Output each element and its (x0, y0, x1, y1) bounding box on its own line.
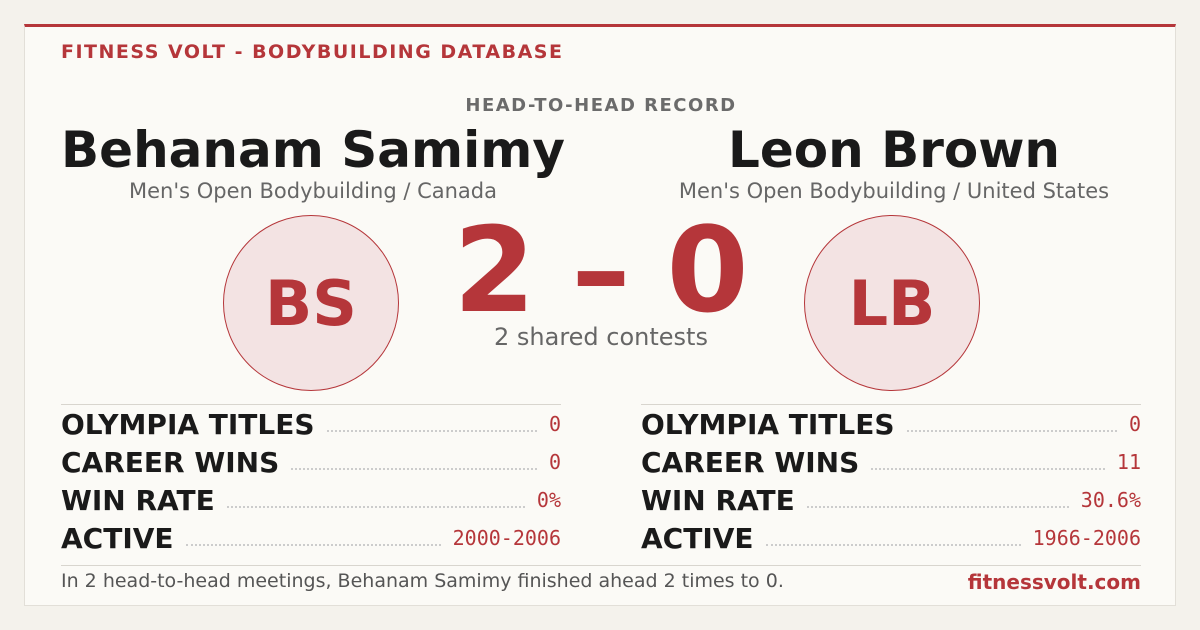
stat-label: CAREER WINS (641, 445, 860, 479)
stat-value: 1966-2006 (1032, 526, 1141, 550)
athlete-name: Behanam Samimy (61, 121, 565, 179)
stat-row: WIN RATE 0% (61, 481, 561, 519)
stat-label: OLYMPIA TITLES (61, 407, 315, 441)
avatar: BS (223, 215, 399, 391)
stat-row: WIN RATE 30.6% (641, 481, 1141, 519)
stat-label: WIN RATE (641, 483, 795, 517)
stat-label: WIN RATE (61, 483, 215, 517)
stat-value: 30.6% (1080, 488, 1141, 512)
athlete-subtitle: Men's Open Bodybuilding / Canada (129, 179, 497, 203)
score-caption: 2 shared contests (494, 323, 708, 351)
site-link[interactable]: fitnessvolt.com (967, 570, 1141, 594)
score-left: 2 (453, 201, 536, 339)
leader (906, 416, 1117, 432)
stat-row: OLYMPIA TITLES 0 (641, 405, 1141, 443)
stat-value: 0 (548, 450, 561, 474)
section-title: HEAD-TO-HEAD RECORD (465, 95, 737, 116)
avatar: LB (804, 215, 980, 391)
athlete-name: Leon Brown (727, 121, 1061, 179)
stat-row: CAREER WINS 0 (61, 443, 561, 481)
leader (226, 492, 525, 508)
stat-row: ACTIVE 1966-2006 (641, 519, 1141, 557)
stat-label: CAREER WINS (61, 445, 280, 479)
stats: OLYMPIA TITLES 0 CAREER WINS 0 WIN RATE 0% ACT… (61, 404, 561, 557)
stat-label: ACTIVE (61, 521, 174, 555)
score-right: 0 (666, 201, 749, 339)
stat-row: OLYMPIA TITLES 0 (61, 405, 561, 443)
stat-row: CAREER WINS 11 (641, 443, 1141, 481)
card: FITNESS VOLT - BODYBUILDING DATABASE HEA… (24, 24, 1176, 606)
stat-row: ACTIVE 2000-2006 (61, 519, 561, 557)
stat-value: 0 (1128, 412, 1141, 436)
leader (871, 454, 1105, 470)
leader (185, 530, 441, 546)
score: 2–0 (25, 205, 1177, 335)
score-separator: – (571, 201, 631, 339)
leader (326, 416, 537, 432)
stat-label: OLYMPIA TITLES (641, 407, 895, 441)
stat-label: ACTIVE (641, 521, 754, 555)
athlete-subtitle: Men's Open Bodybuilding / United States (678, 179, 1110, 203)
leader (806, 492, 1069, 508)
summary: In 2 head-to-head meetings, Behanam Sami… (61, 570, 784, 592)
stat-value: 0 (548, 412, 561, 436)
footer: In 2 head-to-head meetings, Behanam Sami… (61, 565, 1141, 594)
stat-value: 0% (536, 488, 561, 512)
leader (291, 454, 537, 470)
stat-value: 11 (1116, 450, 1141, 474)
stats: OLYMPIA TITLES 0 CAREER WINS 11 WIN RATE 30.6… (641, 404, 1141, 557)
leader (765, 530, 1021, 546)
brand: FITNESS VOLT - BODYBUILDING DATABASE (61, 41, 564, 63)
stat-value: 2000-2006 (452, 526, 561, 550)
